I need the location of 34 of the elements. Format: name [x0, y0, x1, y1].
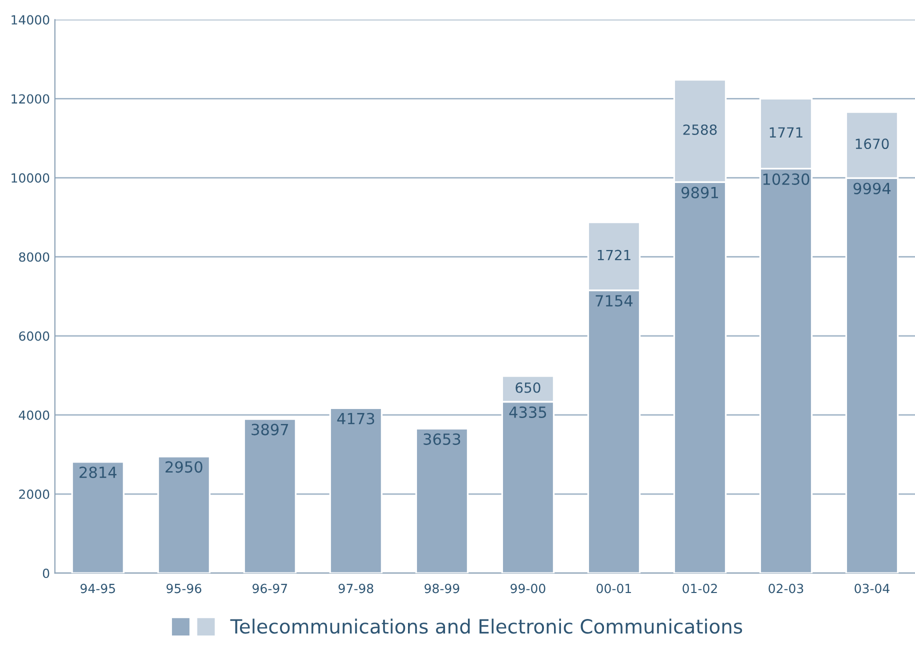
y-tick-label: 14000	[12, 15, 50, 25]
data-label: 650	[516, 382, 540, 393]
x-tick-label: 94-95	[80, 584, 115, 594]
data-label: 9994	[854, 182, 891, 194]
x-tick-label: 01-02	[682, 584, 717, 594]
y-tick-label: 2000	[19, 490, 50, 499]
data-label: 10230	[763, 173, 810, 185]
x-tick-label: 99-00	[510, 584, 546, 594]
x-tick-label: 96-97	[252, 584, 288, 594]
y-tick-label: 6000	[19, 331, 50, 341]
data-label: 1670	[856, 138, 889, 150]
text: Telecommunications and Electronic Communications	[230, 618, 742, 634]
y-tick-label: 8000	[19, 252, 50, 262]
data-label: 9891	[681, 186, 718, 198]
x-tick-label: 97-98	[338, 584, 374, 594]
data-label: 4173	[337, 412, 374, 424]
y-tick-label: 12000	[12, 94, 50, 104]
y-tick-label: 10000	[12, 173, 50, 183]
x-tick-label: 00-01	[596, 584, 631, 594]
x-tick-label: 02-03	[768, 584, 804, 594]
data-label: 3653	[424, 433, 460, 445]
x-tick-label: 95-96	[166, 584, 202, 594]
x-tick-label: 98-99	[424, 584, 460, 594]
x-tick-label: 03-04	[854, 584, 890, 594]
data-label: 2950	[166, 461, 202, 473]
y-tick-label: 4000	[18, 410, 50, 420]
data-label: 1771	[770, 127, 802, 138]
data-label: 4335	[509, 406, 546, 418]
data-label: 2814	[80, 466, 116, 478]
data-label: 7154	[596, 295, 633, 307]
data-label: 2588	[683, 124, 717, 135]
data-label: 3897	[252, 424, 288, 436]
y-tick-label: 0	[42, 568, 50, 578]
data-label: 1721	[598, 250, 630, 260]
